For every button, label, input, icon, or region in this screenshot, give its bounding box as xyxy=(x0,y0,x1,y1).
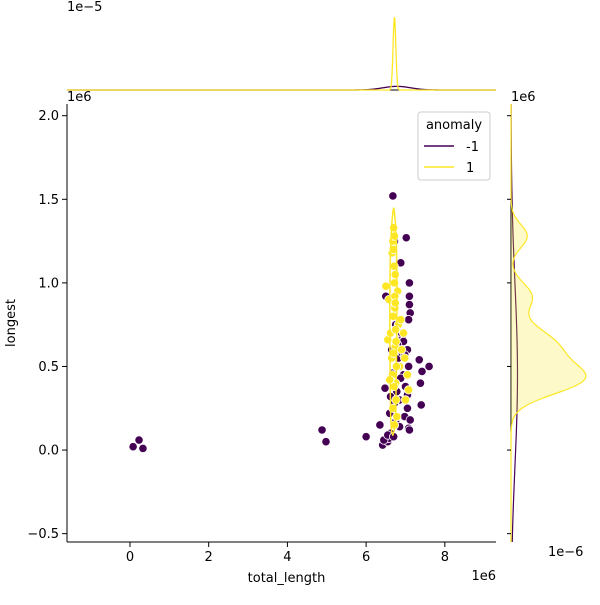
y-tick-label: 0.5 xyxy=(38,360,59,375)
right-kde-fill-pos1 xyxy=(511,104,586,542)
axes-layer: 0 2 4 6 8 −0.5 0.0 0.5 1.0 1.5 2.0 total_length long… xyxy=(4,90,496,586)
scatter-point-neg1 xyxy=(402,403,413,413)
scatter-point-pos1 xyxy=(400,395,411,405)
right-kde-pos1 xyxy=(510,104,587,542)
main-scatter-panel xyxy=(128,191,434,453)
x-tick-label: 6 xyxy=(362,550,370,565)
legend-title: anomaly xyxy=(426,118,482,133)
x-axis-label: total_length xyxy=(248,571,326,586)
scatter-point-neg1 xyxy=(321,437,331,447)
scatter-point-pos1 xyxy=(396,345,407,355)
scatter-point-pos1 xyxy=(404,385,414,395)
scatter-point-pos1 xyxy=(396,315,406,325)
y-tick-label: −0.5 xyxy=(27,527,59,542)
scatter-point-neg1 xyxy=(404,361,414,372)
scatter-point-neg1 xyxy=(414,355,424,365)
scatter-point-pos1 xyxy=(392,412,402,422)
right-kde-neg1 xyxy=(510,103,519,543)
x-tick-label: 0 xyxy=(126,550,134,565)
kde-contour-1 xyxy=(389,207,398,437)
scatter-point-neg1 xyxy=(388,191,398,201)
scatter-point-neg1 xyxy=(404,278,415,288)
scatter-point-neg1 xyxy=(404,425,415,435)
scatter-point-pos1 xyxy=(390,298,400,308)
x-tick-label: 8 xyxy=(441,550,449,565)
scatter-point-pos1 xyxy=(390,269,400,280)
top-marginal-scale-label: 1e−5 xyxy=(67,0,102,15)
scatter-point-neg1 xyxy=(404,300,415,310)
y-tick-label: 1.0 xyxy=(38,276,59,291)
scatter-point-neg1 xyxy=(424,361,434,372)
y-tick-label: 2.0 xyxy=(38,109,59,124)
scatter-point-pos1 xyxy=(402,370,413,380)
y-axis-label: longest xyxy=(4,299,19,347)
scatter-point-neg1 xyxy=(317,425,327,435)
right-marginal-top-label: 1e6 xyxy=(511,90,536,105)
legend: anomaly -1 1 xyxy=(417,111,491,181)
x-tick-label: 4 xyxy=(283,550,291,565)
y-offset-label: 1e6 xyxy=(67,90,92,105)
scatter-point-neg1 xyxy=(375,420,385,430)
scatter-point-pos1 xyxy=(398,328,409,338)
y-tick-label: 0.0 xyxy=(38,444,59,459)
x-tick-label: 2 xyxy=(205,550,213,565)
legend-label: 1 xyxy=(466,161,474,176)
scatter-point-neg1 xyxy=(128,442,138,452)
scatter-point-neg1 xyxy=(361,432,371,442)
right-marginal-scale-label: 1e−6 xyxy=(548,545,583,560)
scatter-point-neg1 xyxy=(405,415,415,425)
right-marginal-panel: 1e−6 1e6 xyxy=(507,90,587,560)
scatter-point-neg1 xyxy=(415,378,426,388)
scatter-point-neg1 xyxy=(401,233,411,243)
scatter-point-pos1 xyxy=(400,353,410,363)
scatter-point-pos1 xyxy=(381,281,391,291)
scatter-point-neg1 xyxy=(416,400,426,410)
top-marginal-panel: 1e−5 xyxy=(67,0,496,91)
scatter-point-neg1 xyxy=(417,366,427,377)
scatter-point-neg1 xyxy=(138,443,148,453)
top-kde-pos1 xyxy=(67,16,496,91)
y-tick-label: 1.5 xyxy=(38,193,59,208)
scatter-point-neg1 xyxy=(404,315,414,325)
x-offset-label: 1e6 xyxy=(471,569,496,584)
scatter-point-neg1 xyxy=(134,435,144,445)
scatter-point-neg1 xyxy=(404,291,415,301)
legend-label: -1 xyxy=(466,140,479,155)
scatter-point-pos1 xyxy=(391,325,401,335)
scatter-point-neg1 xyxy=(380,383,390,393)
